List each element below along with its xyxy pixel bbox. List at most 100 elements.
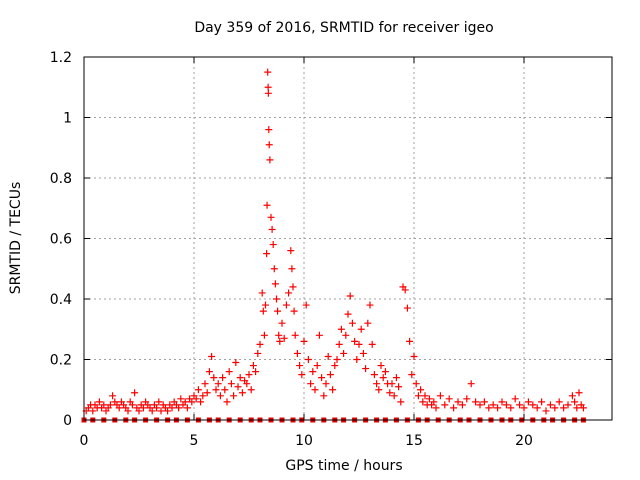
data-point [192,395,200,403]
data-point [254,349,262,357]
data-point [238,389,246,397]
data-point [421,392,429,400]
data-point [249,362,257,370]
data-point [362,365,370,373]
data-point [278,319,286,327]
chart-title: Day 359 of 2016, SRMTID for receiver ige… [194,20,493,36]
data-point [344,310,352,318]
axis-ticks: 0 0.2 0.4 0.6 0.8 1 1.2 0 5 10 15 20 [50,50,612,449]
data-point [511,395,519,403]
data-point [555,398,563,406]
data-point [516,401,524,409]
data-point [324,352,332,360]
data-point [520,404,528,412]
data-point [340,349,348,357]
data-point [288,265,296,273]
data-point [197,398,205,406]
data-point [268,225,276,233]
y-tick-label: 0.4 [50,292,72,308]
plot-frame [83,56,613,421]
data-point [381,368,389,376]
data-point [264,83,272,91]
data-point [366,301,374,309]
data-point [313,362,321,370]
data-point [139,404,147,412]
data-point [353,356,361,363]
data-point [533,404,541,412]
data-point [271,280,279,288]
data-point [265,126,273,134]
data-point [414,392,422,400]
data-point [188,398,196,406]
data-point [243,380,251,388]
data-point [489,401,497,409]
data-point [194,386,202,394]
data-point [256,340,264,348]
data-point [128,401,136,409]
data-point [480,398,488,406]
data-point [458,401,466,409]
data-point [208,352,216,360]
x-tick-label: 5 [190,433,199,449]
data-point [406,337,414,345]
data-point [302,301,310,309]
data-point [524,398,532,406]
data-point [175,404,183,412]
data-point [315,331,323,339]
data-point [498,398,506,406]
data-point [135,407,143,415]
data-point [259,307,267,315]
data-point [445,395,453,403]
grid [84,57,612,420]
y-axis-label: SRMTID / TECUs [8,182,24,295]
data-point [538,398,546,406]
data-point [264,89,272,97]
x-tick-label: 0 [80,433,89,449]
data-point [291,331,299,339]
data-point [274,307,282,315]
x-tick-label: 10 [295,433,313,449]
data-point [309,368,317,376]
y-tick-label: 1.2 [50,50,72,66]
data-point [355,340,363,348]
data-point [181,398,189,406]
data-point [472,398,480,406]
data-point [388,380,396,388]
data-point [546,401,554,409]
data-point [397,398,405,406]
data-point [326,371,334,379]
data-point [95,398,103,406]
data-point [311,386,319,394]
data-point [266,156,274,164]
data-point [232,359,240,367]
data-point [247,386,255,394]
data-point [560,404,568,412]
data-point [368,340,376,348]
data-point [502,401,510,409]
data-point [357,325,365,333]
data-point [331,362,339,370]
data-point [333,356,341,363]
y-tick-label: 0.2 [50,353,72,369]
data-point [318,374,326,382]
data-point [236,374,244,382]
data-point [289,283,297,291]
data-point [379,374,387,382]
x-axis-label: GPS time / hours [285,458,402,474]
data-point [270,265,278,273]
data-point [408,371,416,379]
data-point [260,331,268,339]
data-point [269,241,277,249]
data-point [392,374,400,382]
data-point [348,319,356,327]
data-point [364,319,372,327]
data-point [106,401,114,409]
data-point [89,407,97,415]
data-point [390,392,398,400]
x-tick-label: 15 [405,433,423,449]
data-point [264,68,272,76]
data-point [346,292,354,300]
data-point [467,380,475,388]
data-point [221,386,229,394]
